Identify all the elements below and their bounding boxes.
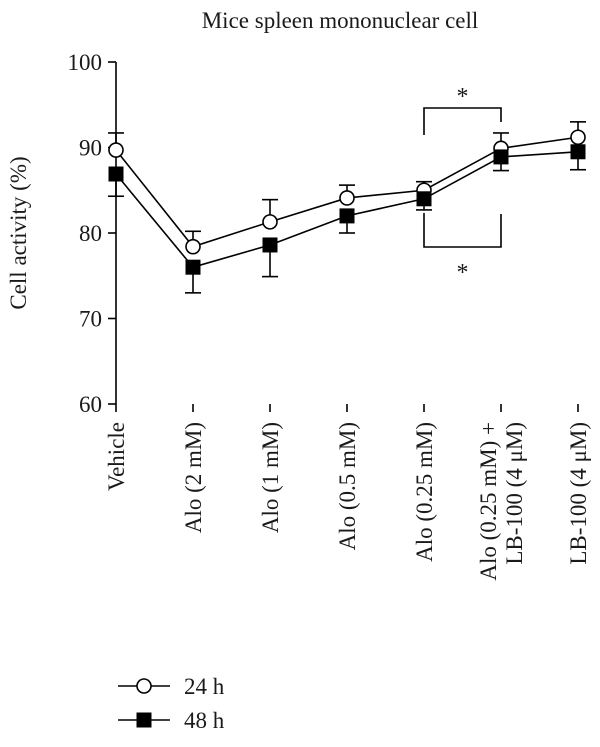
chart-title: Mice spleen mononuclear cell [202, 8, 479, 33]
data-point-square [185, 259, 201, 275]
data-point-square [493, 149, 509, 165]
y-tick-label: 60 [79, 392, 102, 417]
x-tick-label: Alo (0.25 mM) + [476, 422, 501, 581]
significance-bracket [423, 213, 502, 248]
data-point-circle [185, 238, 201, 255]
x-tick-label: Alo (0.25 mM) [412, 422, 437, 562]
data-point-square [570, 144, 586, 160]
data-point-square [262, 237, 278, 253]
x-tick-label: Alo (0.5 mM) [335, 422, 360, 550]
y-axis-label: Cell activity (%) [6, 156, 31, 309]
x-tick-label: Vehicle [104, 422, 129, 491]
legend-label: 48 h [184, 708, 225, 733]
legend-marker-circle [136, 678, 152, 694]
y-tick-label: 90 [79, 136, 102, 161]
y-tick-label: 80 [79, 221, 102, 246]
data-point-circle [339, 190, 355, 206]
y-tick-label: 100 [68, 50, 103, 75]
data-point-square [339, 208, 355, 224]
significance-asterisk: * [457, 260, 469, 286]
significance-bracket [423, 107, 502, 135]
data-point-circle [570, 129, 586, 146]
data-point-square [108, 166, 124, 182]
x-tick-label: LB-100 (4 μM) [566, 422, 591, 565]
data-point-circle [108, 142, 124, 158]
x-tick-label: LB-100 (4 μM) [502, 422, 527, 565]
legend-label: 24 h [184, 674, 225, 699]
x-tick-label: Alo (1 mM) [258, 422, 283, 533]
data-point-square [416, 191, 432, 207]
data-point-circle [262, 214, 278, 230]
y-tick-label: 70 [79, 307, 102, 332]
significance-asterisk: * [457, 84, 469, 110]
legend-marker-square [136, 712, 152, 728]
x-tick-label: Alo (2 mM) [181, 422, 206, 533]
